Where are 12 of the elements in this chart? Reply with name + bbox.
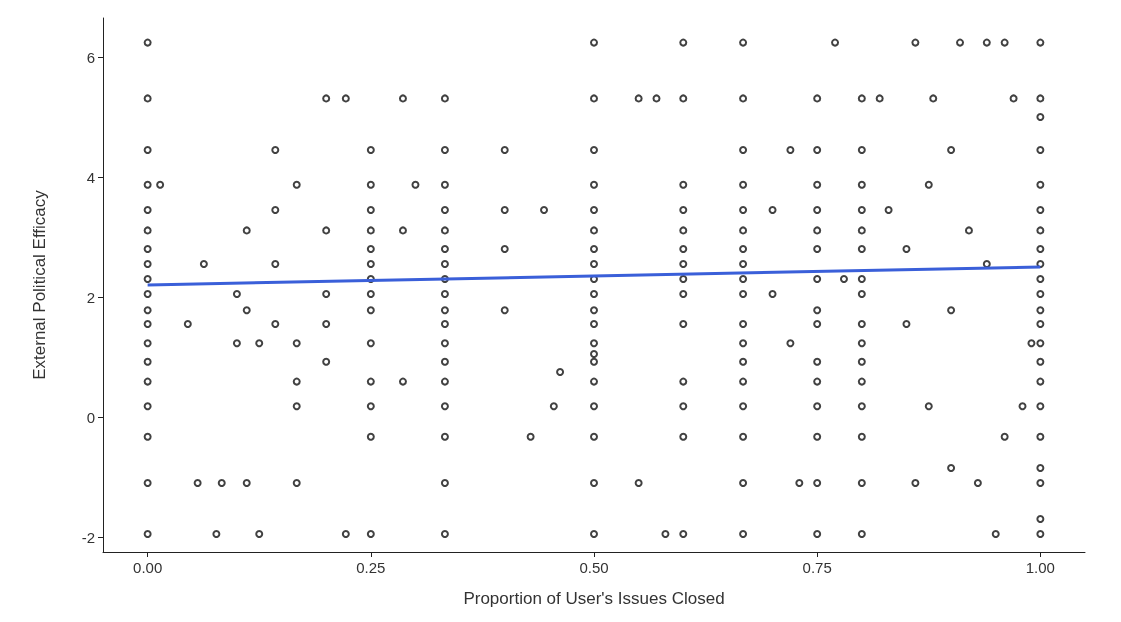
y-axis-title: External Political Efficacy <box>30 189 49 380</box>
x-tick-label: 0.00 <box>133 559 163 576</box>
y-tick-label: 4 <box>86 168 95 186</box>
y-tick-label: 0 <box>86 408 95 426</box>
x-tick-label: 0.50 <box>579 559 609 576</box>
y-tick-label: 6 <box>86 48 95 66</box>
x-tick-label: 1.00 <box>1025 559 1055 576</box>
x-axis-title: Proportion of User's Issues Closed <box>463 589 725 608</box>
y-tick-label: 2 <box>86 288 95 306</box>
y-tick-label: -2 <box>81 528 95 546</box>
x-tick-label: 0.25 <box>356 559 386 576</box>
x-tick-label: 0.75 <box>802 559 832 576</box>
